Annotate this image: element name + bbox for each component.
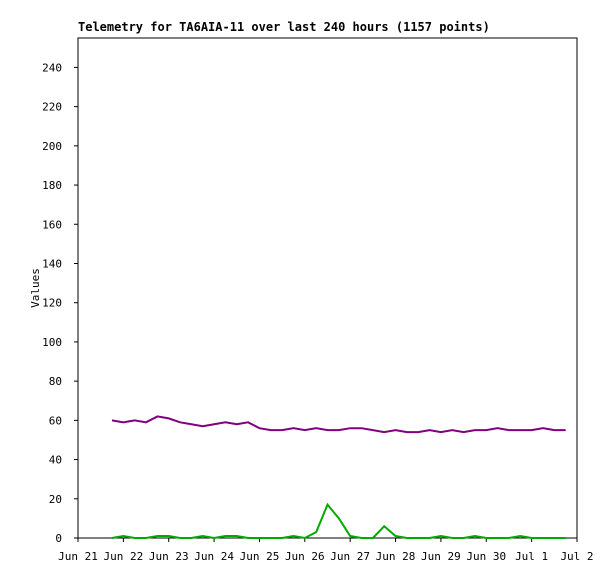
x-tick-label: Jun 29: [421, 550, 461, 563]
y-tick-label: 40: [49, 454, 62, 467]
y-tick-label: 180: [42, 179, 62, 192]
x-tick-label: Jun 23: [149, 550, 189, 563]
x-tick-label: Jun 21: [58, 550, 98, 563]
x-tick-label: Jul 1: [515, 550, 548, 563]
x-tick-label: Jun 27: [330, 550, 370, 563]
y-tick-label: 120: [42, 297, 62, 310]
y-tick-label: 80: [49, 375, 62, 388]
x-tick-label: Jul 2: [560, 550, 593, 563]
x-tick-label: Jun 30: [466, 550, 506, 563]
y-tick-label: 200: [42, 140, 62, 153]
plot-frame: [77, 37, 578, 539]
y-tick-label: 60: [49, 414, 62, 427]
y-tick-label: 20: [49, 493, 62, 506]
y-tick-label: 100: [42, 336, 62, 349]
y-axis-label: Values: [29, 268, 42, 308]
y-tick-label: 0: [55, 532, 62, 545]
y-tick-label: 240: [42, 61, 62, 74]
x-tick-label: Jun 26: [285, 550, 325, 563]
series-line: [111, 502, 566, 540]
x-tick-label: Jun 24: [194, 550, 234, 563]
x-tick-label: Jun 25: [240, 550, 280, 563]
y-tick-label: 220: [42, 101, 62, 114]
chart-title: Telemetry for TA6AIA-11 over last 240 ho…: [78, 20, 490, 34]
y-tick-label: 140: [42, 257, 62, 270]
y-tick-label: 160: [42, 218, 62, 231]
x-tick-label: Jun 28: [376, 550, 416, 563]
x-tick-label: Jun 22: [103, 550, 143, 563]
series-line: [111, 415, 566, 434]
